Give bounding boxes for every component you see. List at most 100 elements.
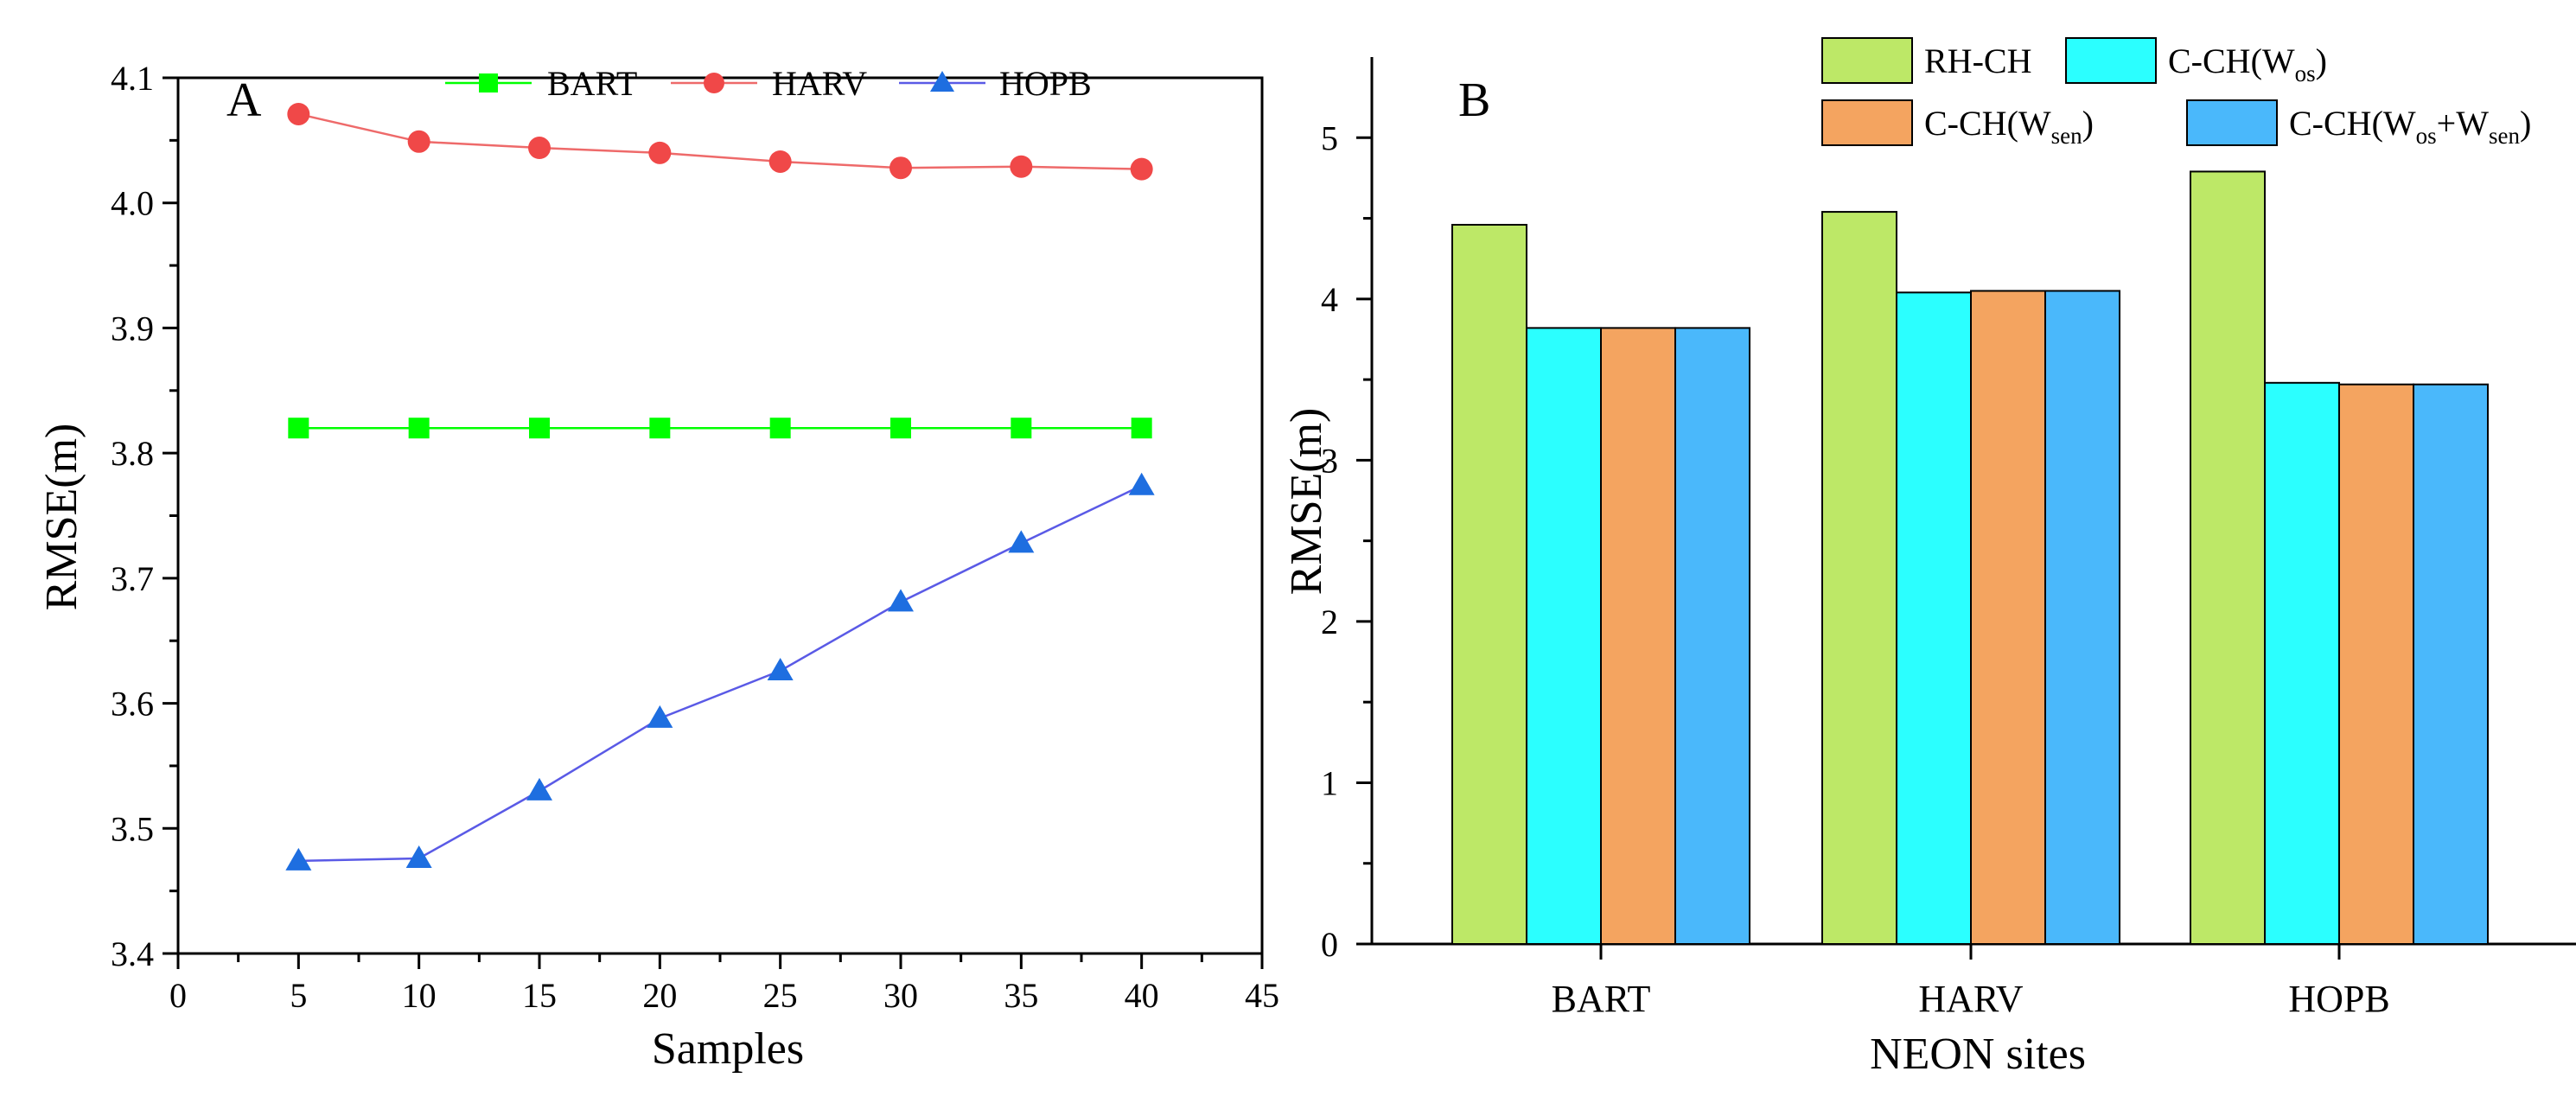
panel-b-y-tick-label: 3: [1321, 441, 1338, 480]
panel-b-bar-chart: B 0 1 2 3 4 5 BART HARV HOPB NEON sites RMSE(m)…: [1282, 37, 2576, 1079]
panel-a-x-tick-label: 30: [883, 976, 918, 1015]
legend-bart-label: BART: [547, 64, 637, 103]
bar-harv-series-3: [1970, 290, 2046, 945]
panel-a-y-axis-title: RMSE(m): [37, 424, 86, 611]
data-point-bart: [529, 418, 550, 439]
legend-swatch-3: [1821, 99, 1913, 146]
panel-b-bars: [1451, 170, 2489, 946]
series-hopb-line: [298, 484, 1143, 863]
legend-harv-label: HARV: [772, 64, 867, 103]
legend-harv-circle-marker: [704, 73, 724, 93]
legend-label-part: ): [2082, 104, 2094, 143]
panel-b-y-tick-label: 5: [1321, 118, 1338, 157]
legend-label-part: os: [2295, 61, 2316, 86]
panel-a-series: [285, 102, 1155, 871]
panel-b-x-axis: BART HARV HOPB: [1552, 944, 2390, 1020]
panel-a-x-tick-label: 20: [642, 976, 677, 1015]
legend-label-part: RH-CH: [1924, 41, 2031, 80]
panel-b-y-tick-label: 4: [1321, 280, 1338, 319]
bar-hopb-series-2: [2264, 381, 2340, 945]
panel-a-x-tick-label: 25: [763, 976, 798, 1015]
panel-a-y-tick-label: 3.7: [111, 559, 154, 598]
data-point-hopb: [647, 705, 673, 728]
panel-a-y-tick-label: 4.1: [111, 59, 154, 98]
bar-bart-series-3: [1600, 327, 1676, 945]
bar-harv-series-2: [1896, 291, 1972, 945]
legend-label-part: sen: [2489, 123, 2520, 149]
panel-b-category-label: BART: [1552, 978, 1651, 1020]
series-harv-line: [298, 112, 1142, 170]
bar-harv-series-1: [1821, 211, 1897, 946]
legend-label-part: C-CH(W: [2168, 41, 2295, 80]
panel-a-y-tick-label: 3.6: [111, 685, 154, 724]
data-point-bart: [649, 418, 671, 439]
panel-a-x-axis: 0 5 10 15 20 25 30 35 40 45: [169, 953, 1279, 1015]
legend-label-3: C-CH(Wsen): [1924, 104, 2094, 149]
data-point-harv: [889, 156, 912, 180]
legend-label-part: sen: [2051, 123, 2082, 149]
data-point-hopb: [888, 589, 914, 612]
panel-a-y-tick-label: 3.5: [111, 809, 154, 848]
panel-b-y-tick-label: 1: [1321, 763, 1338, 802]
legend-label-part: ): [2316, 41, 2327, 80]
data-point-harv: [768, 150, 792, 173]
panel-b-y-axis: 0 1 2 3 4 5: [1321, 118, 1372, 964]
panel-b-letter: B: [1458, 73, 1490, 127]
legend-label-part: C-CH(W: [2289, 104, 2416, 143]
data-point-harv: [287, 102, 310, 125]
legend-swatch-1: [1821, 37, 1913, 84]
panel-a-y-tick-label: 3.8: [111, 434, 154, 473]
data-point-hopb: [405, 845, 432, 869]
data-point-hopb: [526, 777, 552, 800]
bar-harv-series-4: [2044, 290, 2120, 945]
data-point-hopb: [1008, 530, 1035, 553]
panel-b-category-label: HOPB: [2288, 978, 2389, 1020]
panel-b-y-tick-label: 2: [1321, 603, 1338, 641]
panel-a-x-axis-title: Samples: [652, 1024, 804, 1074]
bar-hopb-series-1: [2190, 170, 2266, 945]
legend-label-part: C-CH(W: [1924, 104, 2051, 143]
data-point-bart: [769, 418, 791, 439]
panel-a-x-tick-label: 40: [1125, 976, 1159, 1015]
legend-label-part: +W: [2437, 104, 2490, 143]
panel-a-y-tick-label: 3.9: [111, 309, 154, 348]
panel-b-category-label: HARV: [1918, 978, 2023, 1020]
panel-b-legend: RH-CH C-CH(Wos)C-CH(Wsen) C-CH(Wos+Wsen): [1821, 37, 2531, 149]
panel-a-x-tick-label: 15: [522, 976, 557, 1015]
panel-a-x-tick-label: 0: [169, 976, 187, 1015]
panel-b-y-tick-label: 0: [1321, 925, 1338, 964]
legend-label-4: C-CH(Wos+Wsen): [2289, 104, 2531, 149]
legend-label-2: C-CH(Wos): [2168, 41, 2327, 86]
panel-a-letter: A: [226, 73, 262, 127]
panel-a-line-chart: A 0 5 10 15 20 25 30 35 40 45 3.4 3.5 3.6 3.7 3.8 3.9 4…: [37, 59, 1279, 1074]
data-point-bart: [1011, 418, 1032, 439]
legend-bart-square-marker: [479, 73, 498, 92]
bar-hopb-series-4: [2413, 383, 2489, 946]
panel-a-legend: BART HARV HOPB: [445, 64, 1092, 103]
legend-label-1: RH-CH: [1924, 41, 2031, 80]
data-point-hopb: [767, 657, 794, 680]
panel-a-x-tick-label: 5: [290, 976, 307, 1015]
panel-a-x-tick-label: 35: [1004, 976, 1038, 1015]
legend-label-part: os: [2416, 123, 2437, 149]
legend-label-part: ): [2520, 104, 2531, 143]
bar-bart-series-4: [1674, 327, 1750, 945]
data-point-bart: [1131, 418, 1152, 439]
panel-b-x-axis-title: NEON sites: [1870, 1030, 2086, 1079]
panel-a-x-tick-label: 10: [402, 976, 437, 1015]
data-point-bart: [408, 418, 430, 439]
data-point-hopb: [1128, 472, 1155, 495]
data-point-harv: [648, 141, 672, 164]
panel-a-y-tick-label: 4.0: [111, 184, 154, 223]
panel-b-y-axis-title: RMSE(m): [1282, 408, 1331, 596]
bar-bart-series-1: [1451, 224, 1527, 945]
data-point-harv: [528, 137, 551, 160]
data-point-bart: [890, 418, 911, 439]
legend-hopb-label: HOPB: [999, 64, 1092, 103]
legend-swatch-2: [2065, 37, 2157, 84]
data-point-harv: [1130, 157, 1153, 181]
data-point-hopb: [285, 847, 312, 871]
bar-bart-series-2: [1526, 327, 1602, 945]
